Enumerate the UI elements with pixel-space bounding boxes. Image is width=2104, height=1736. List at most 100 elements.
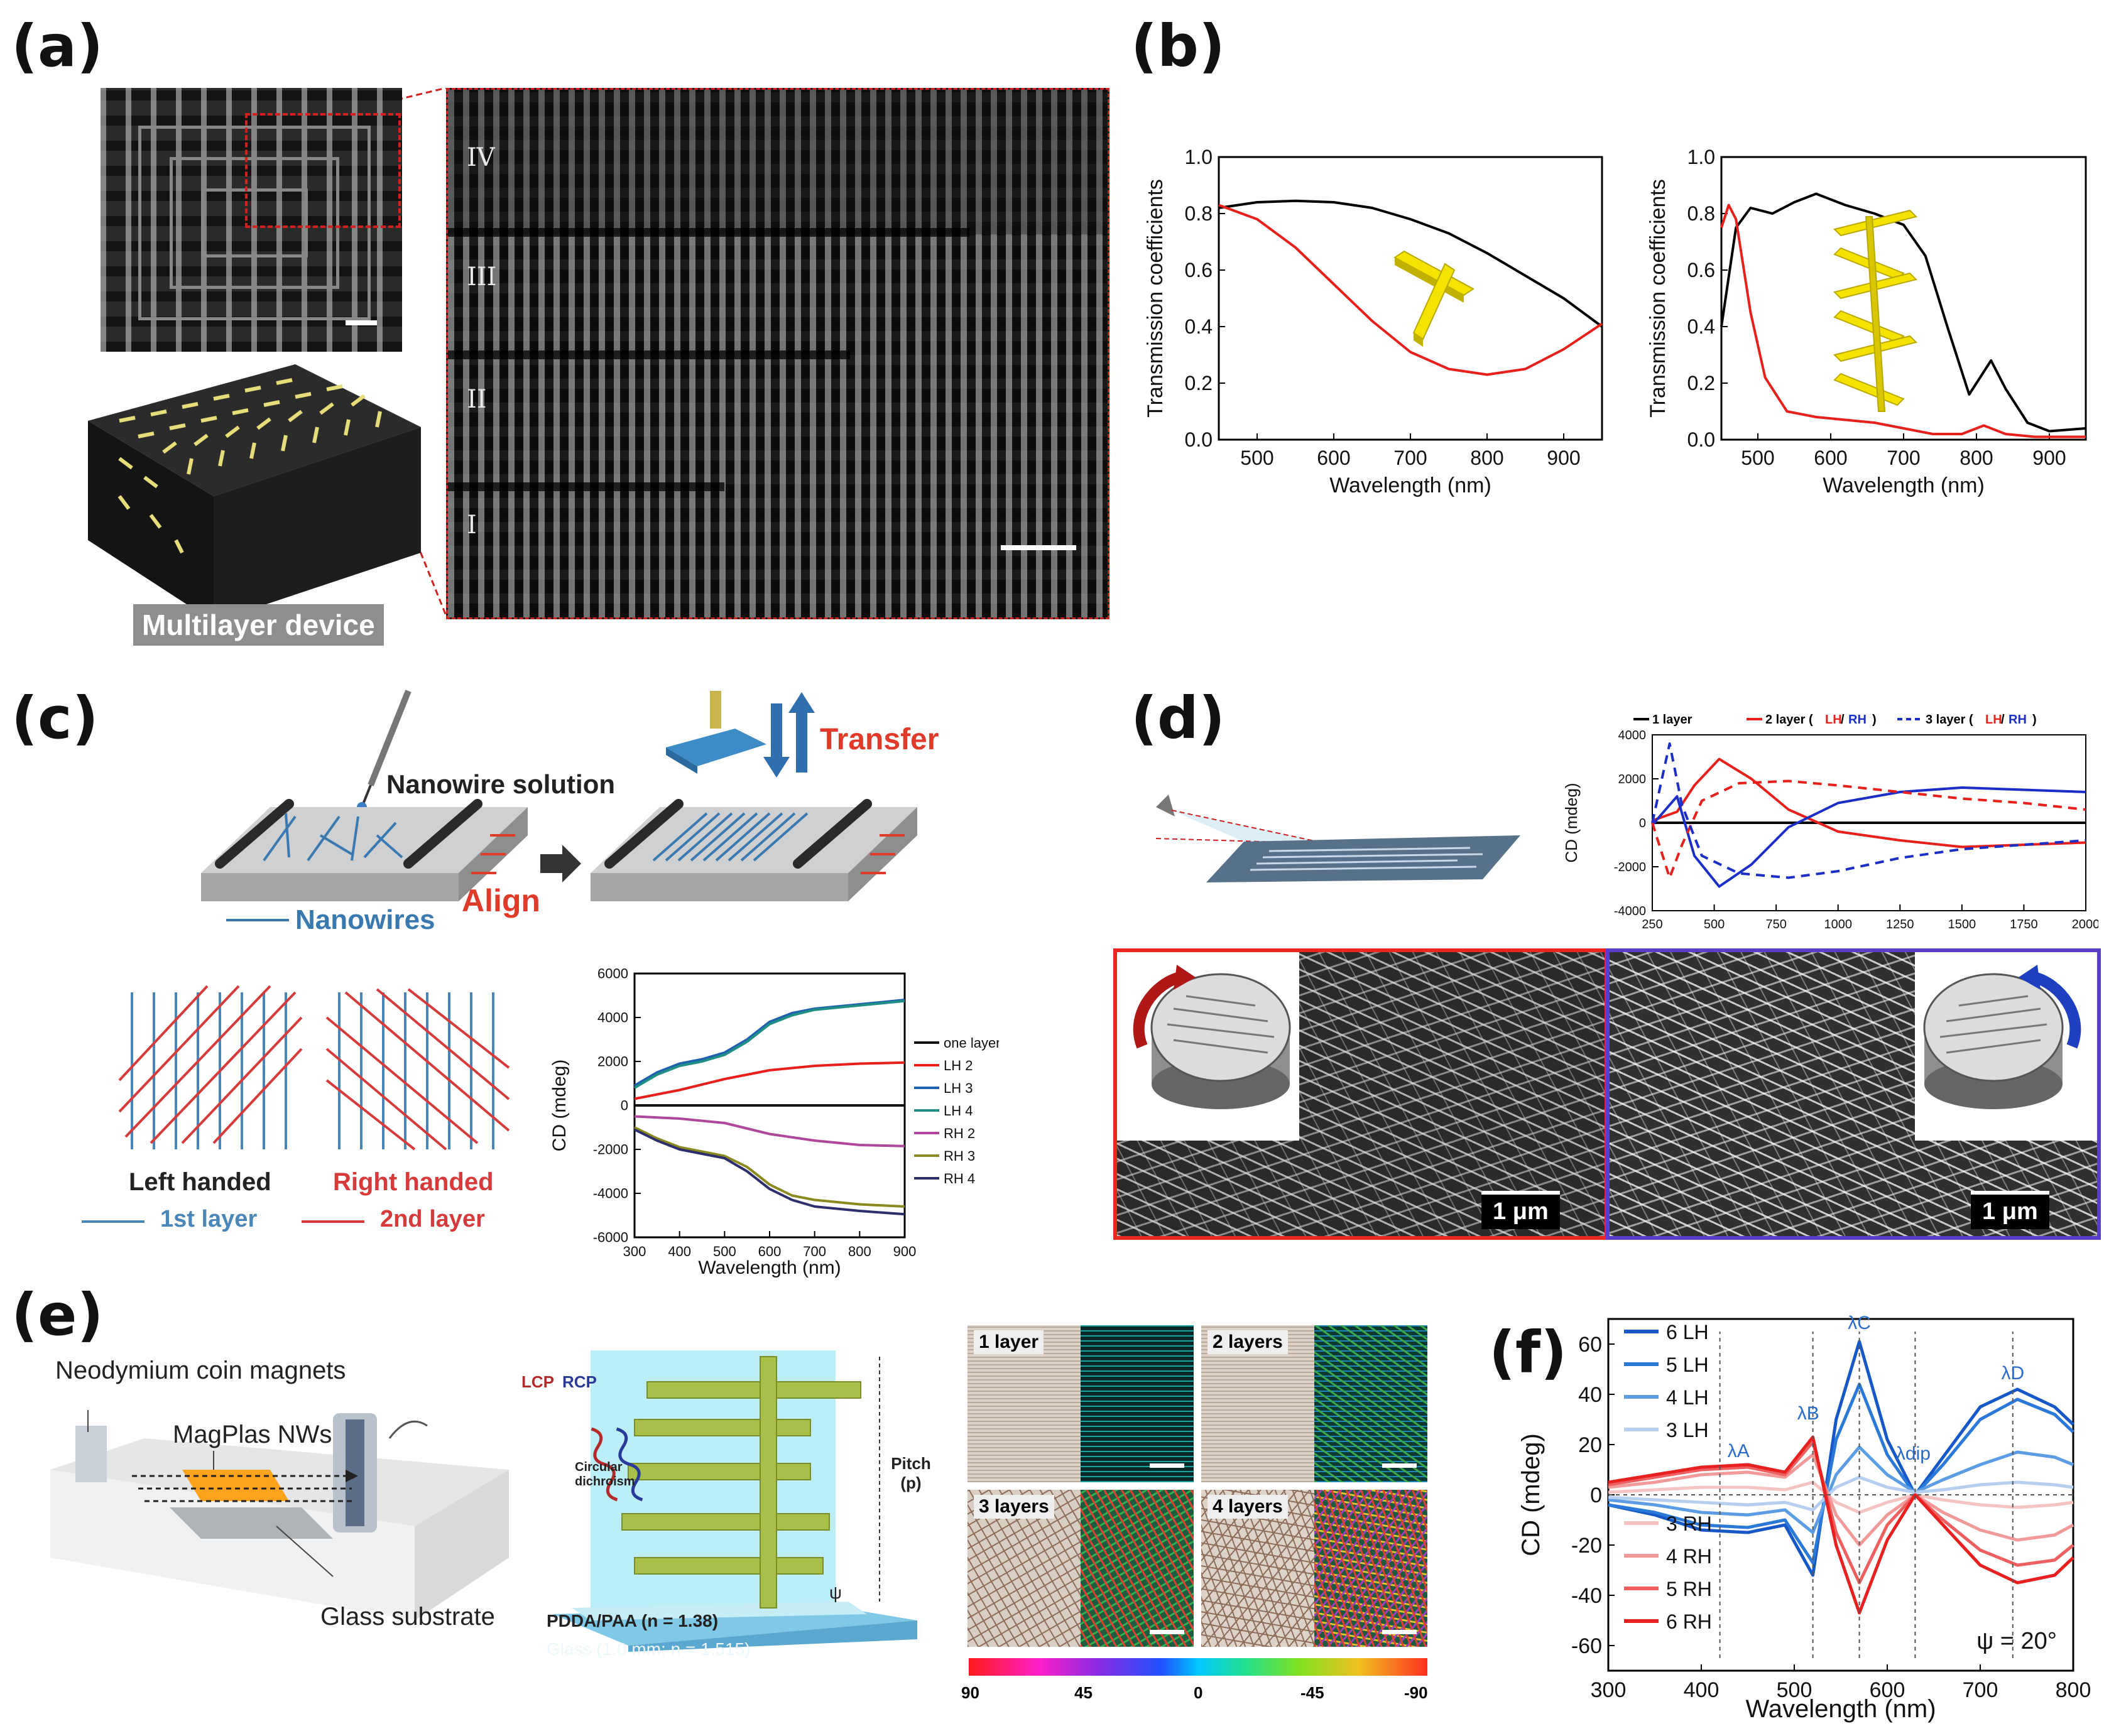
y-tick-label: 0.8 bbox=[1185, 202, 1213, 225]
y-tick-label: 0.8 bbox=[1687, 202, 1715, 225]
psi-label: ψ bbox=[829, 1583, 842, 1602]
orientation-colorbar bbox=[969, 1658, 1427, 1676]
chart-b-right: 500 600 700 800 900 0.0 0.2 0.4 0.6 0.8 1.0 Wavelen… bbox=[1646, 146, 2087, 497]
left-handed-label: Left handed bbox=[129, 1168, 271, 1196]
sem-left-handed-frame: 1 μm bbox=[1113, 948, 1608, 1240]
x-tick-label: 250 bbox=[1642, 918, 1662, 931]
colorbar-tick-0: 0 bbox=[1194, 1683, 1203, 1702]
y-tick-label: 6000 bbox=[597, 966, 628, 982]
x-tick-label: 900 bbox=[2032, 447, 2066, 469]
scale-bar bbox=[346, 320, 377, 325]
nanowire-legend-line bbox=[226, 919, 289, 921]
y-tick-label: -4000 bbox=[1614, 904, 1646, 918]
series-line-lh-4 bbox=[633, 999, 905, 1089]
y-tick-label: 60 bbox=[1578, 1333, 1602, 1357]
x-tick-label: 750 bbox=[1765, 918, 1786, 931]
magnets-label: Neodymium coin magnets bbox=[55, 1357, 346, 1384]
transfer-label: Transfer bbox=[820, 723, 939, 756]
micro-scale-1 bbox=[1150, 1463, 1184, 1468]
x-tick-label: 300 bbox=[623, 1244, 646, 1259]
x-tick-label: 2000 bbox=[2072, 918, 2098, 931]
lambda-label: λdip bbox=[1896, 1443, 1931, 1464]
x-tick-label: 600 bbox=[1317, 447, 1350, 469]
left-handed-pattern bbox=[118, 985, 303, 1149]
y-tick-label: 0.0 bbox=[1687, 428, 1715, 451]
zoom-region-box bbox=[245, 113, 401, 228]
legend-label: RH 2 bbox=[944, 1126, 975, 1141]
x-tick-label: 300 bbox=[1591, 1678, 1627, 1702]
legend-label: one layer bbox=[944, 1035, 999, 1051]
y-tick-label: 0 bbox=[1590, 1484, 1602, 1507]
legend-text: RH bbox=[2009, 713, 2027, 727]
layer2-label: 2nd layer bbox=[380, 1206, 485, 1232]
x-tick-label: 400 bbox=[1684, 1678, 1720, 1702]
series-line-3-layer-rh bbox=[1651, 742, 2086, 879]
nws-label: MagPlas NWs bbox=[173, 1421, 332, 1448]
lambda-label: λB bbox=[1797, 1403, 1819, 1424]
series-line-2-layer-lh bbox=[1652, 757, 2086, 849]
polarization-image-1 bbox=[1081, 1325, 1194, 1482]
legend-text: 3 layer ( bbox=[1926, 713, 1973, 727]
layer-label-ii: II bbox=[467, 385, 487, 414]
multilayer-device-illustration bbox=[88, 364, 421, 622]
series-line-rh-2 bbox=[634, 1115, 905, 1147]
x-tick-label: 900 bbox=[1547, 447, 1580, 469]
colorbar-tick-90: 90 bbox=[961, 1683, 979, 1702]
lambda-label: λC bbox=[1848, 1313, 1871, 1333]
y-tick-label: -60 bbox=[1571, 1634, 1602, 1658]
x-axis-label: Wavelength (nm) bbox=[1823, 474, 1985, 497]
x-tick-label: 500 bbox=[1777, 1678, 1812, 1702]
panel-label-a: (a) bbox=[11, 13, 104, 80]
substrate-aligned-nanowires bbox=[591, 799, 917, 901]
lcp-label: LCP bbox=[521, 1372, 554, 1391]
y-tick-label: 40 bbox=[1578, 1383, 1602, 1407]
x-tick-label: 1750 bbox=[2010, 918, 2038, 931]
x-tick-label: 800 bbox=[1960, 447, 1993, 469]
y-tick-label: 0.0 bbox=[1185, 428, 1213, 451]
x-tick-label: 700 bbox=[803, 1244, 826, 1259]
y-tick-label: -2000 bbox=[1614, 860, 1646, 874]
y-tick-label: 2000 bbox=[597, 1054, 628, 1070]
legend-label: 5 LH bbox=[1666, 1354, 1709, 1376]
series-line-3-layer-lh bbox=[1651, 779, 2086, 879]
y-axis-label: CD (mdeg) bbox=[1562, 783, 1581, 862]
series-line-black bbox=[1720, 192, 2086, 433]
polarization-image-4 bbox=[1314, 1490, 1427, 1647]
x-tick-label: 500 bbox=[1741, 447, 1774, 469]
legend-text: 1 layer bbox=[1652, 713, 1692, 727]
disc-inset-right bbox=[1915, 952, 2097, 1141]
chart-c: 300 400 500 600 700 800 900 -6000 -4000 -2000 0 200… bbox=[549, 966, 999, 1278]
device-caption: Multilayer device bbox=[133, 604, 384, 646]
y-tick-label: 0 bbox=[1639, 816, 1646, 830]
chart-b-left: 500 600 700 800 900 0.0 0.2 0.4 0.6 0.8 1.0 Wavelen… bbox=[1143, 146, 1603, 497]
panel-label-d: (d) bbox=[1131, 685, 1225, 752]
x-tick-label: 600 bbox=[758, 1244, 782, 1259]
y-tick-label: 1.0 bbox=[1185, 146, 1213, 168]
series-line-rh-4 bbox=[634, 1128, 905, 1216]
legend-text: / bbox=[2001, 713, 2005, 727]
y-tick-label: -4000 bbox=[593, 1186, 628, 1202]
x-tick-label: 700 bbox=[1963, 1678, 1998, 1702]
helical-stack-illustration bbox=[553, 1350, 917, 1652]
zoom-lines bbox=[402, 88, 447, 616]
series-line-lh-2 bbox=[634, 1061, 905, 1100]
y-axis-label: CD (mdeg) bbox=[1520, 1433, 1545, 1556]
arrow-right-icon bbox=[540, 845, 581, 882]
layer-label-i: I bbox=[467, 511, 477, 540]
x-axis-label: Wavelength (nm) bbox=[1745, 1695, 1936, 1723]
scale-tag-right: 1 μm bbox=[1971, 1191, 2049, 1229]
micro-scale-3 bbox=[1150, 1630, 1184, 1634]
micro-label-3: 3 layers bbox=[974, 1495, 1054, 1519]
y-tick-label: 0.4 bbox=[1185, 315, 1213, 338]
legend-label: 4 LH bbox=[1666, 1386, 1709, 1409]
disc-inset-left bbox=[1117, 952, 1299, 1141]
panel-label-b: (b) bbox=[1131, 13, 1225, 80]
spray-coating-illustration bbox=[1155, 795, 1520, 882]
y-tick-label: 0.6 bbox=[1687, 259, 1715, 281]
legend-label: 6 LH bbox=[1666, 1321, 1709, 1343]
x-axis-label: Wavelength (nm) bbox=[1329, 474, 1491, 497]
nanowire-solution-label: Nanowire solution bbox=[386, 769, 616, 799]
y-tick-label: 0 bbox=[621, 1098, 628, 1114]
lambda-label: λA bbox=[1728, 1441, 1750, 1462]
rcp-label: RCP bbox=[562, 1372, 597, 1391]
